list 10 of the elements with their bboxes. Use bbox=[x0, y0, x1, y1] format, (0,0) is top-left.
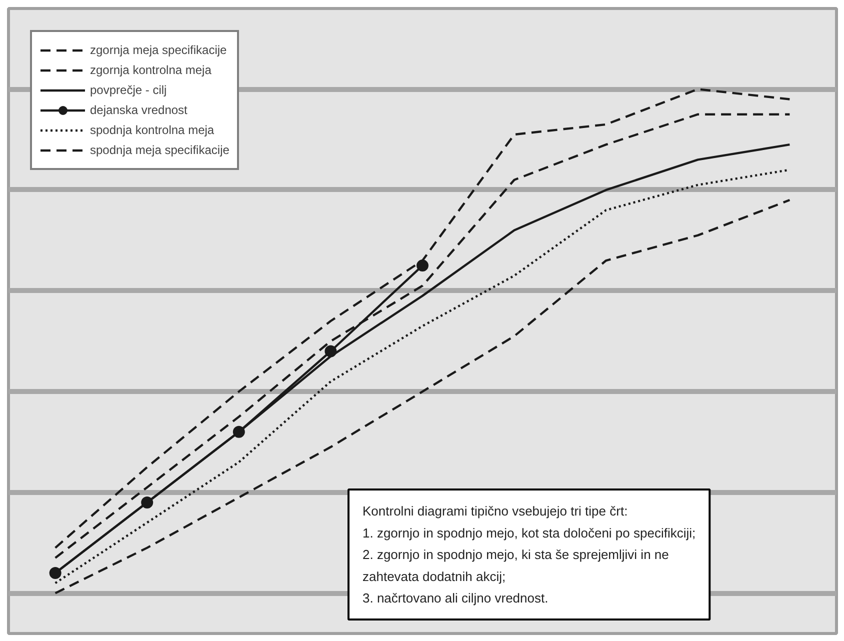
legend-label: spodnja meja specifikacije bbox=[90, 143, 230, 157]
legend-label: zgornja kontrolna meja bbox=[90, 63, 212, 77]
legend-label: dejanska vrednost bbox=[90, 103, 188, 117]
annotation: 2. zgornjo in spodnjo mejo, ki sta še sprejemljivi in ne zahtevata dodatnih akcij; bbox=[362, 547, 669, 584]
annotation: 1. zgornjo in spodnjo mejo, kot sta določeni po specifikciji; bbox=[362, 525, 696, 540]
legend-label: spodnja kontrolna meja bbox=[90, 123, 214, 137]
legend-label: povprečje - cilj bbox=[90, 83, 167, 97]
annotation: 3. načrtovano ali ciljno vrednost. bbox=[362, 590, 548, 606]
annotation: Kontrolni diagrami tipično vsebujejo tri tipe črt: bbox=[362, 504, 628, 518]
legend-label: zgornja meja specifikacije bbox=[90, 43, 227, 57]
